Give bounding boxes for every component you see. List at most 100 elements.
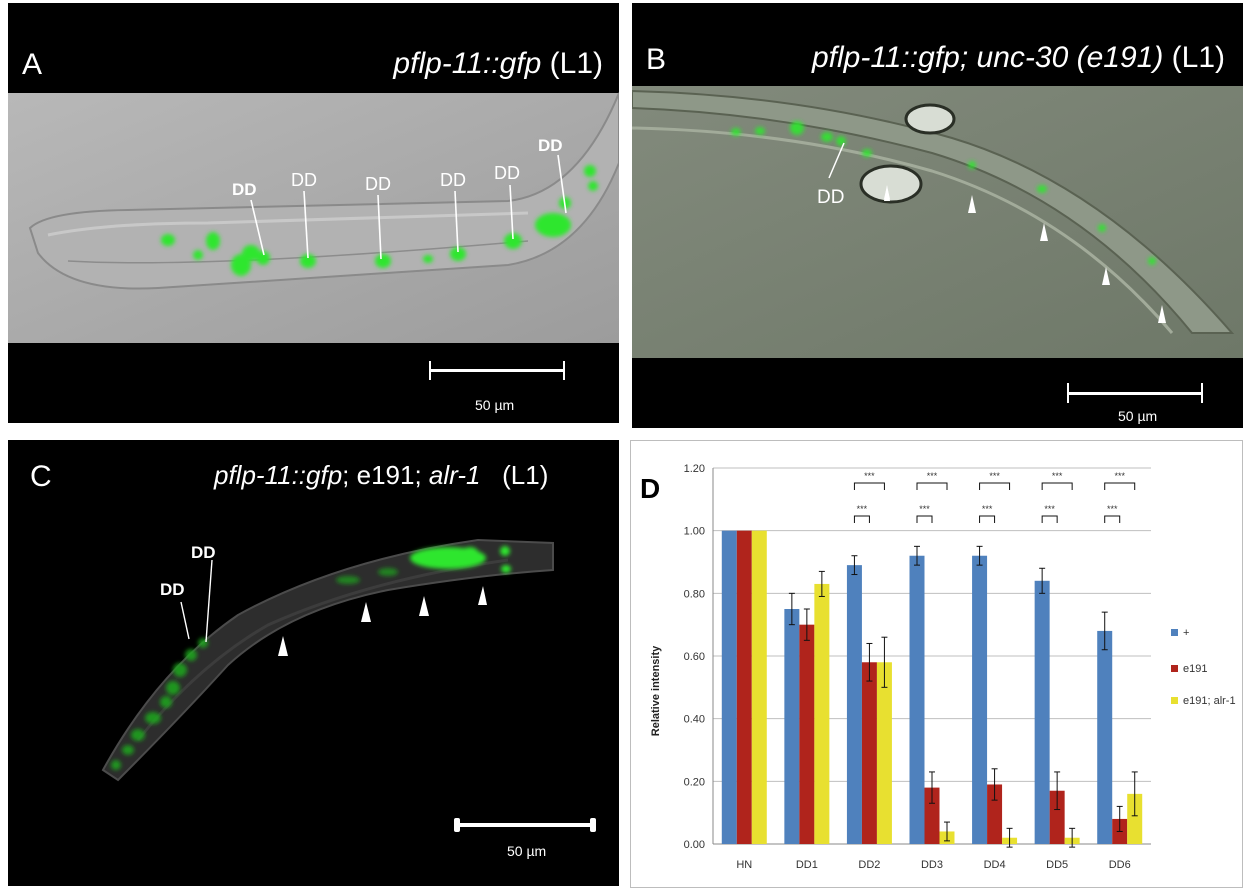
dd-label: DD bbox=[291, 170, 317, 190]
x-tick-label: DD3 bbox=[921, 859, 943, 871]
panel-a-title-italic: pflp-11::gfp bbox=[393, 47, 542, 80]
bar-hn-series-1 bbox=[736, 530, 752, 844]
significance-label: *** bbox=[1052, 471, 1063, 481]
bar-dd1-series-0 bbox=[784, 609, 800, 844]
legend-swatch bbox=[1171, 629, 1178, 636]
significance-bracket bbox=[1041, 515, 1058, 523]
panel-a-micrograph bbox=[8, 92, 619, 343]
scale-bar-label: 50 µm bbox=[475, 397, 515, 413]
significance-label: *** bbox=[857, 504, 868, 514]
panel-b-title: pflp-11::gfp; unc-30 (e191) (L1) bbox=[812, 41, 1225, 75]
bar-dd1-series-1 bbox=[799, 624, 815, 844]
significance-bracket bbox=[1041, 482, 1073, 490]
significance-bracket bbox=[1104, 515, 1121, 523]
y-tick-label: 0.00 bbox=[684, 839, 705, 851]
bar-dd1-series-2 bbox=[814, 583, 830, 844]
scale-bar bbox=[1068, 392, 1202, 395]
panel-d-letter: D bbox=[640, 473, 660, 504]
significance-bracket bbox=[916, 515, 933, 523]
panel-c-title-italic-1: pflp-11::gfp bbox=[214, 460, 343, 490]
dd-label: DD bbox=[440, 170, 466, 190]
bar-dd3-series-1 bbox=[924, 787, 940, 844]
panel-c-title-mid: ; e191; bbox=[342, 460, 429, 490]
legend-label: + bbox=[1183, 627, 1189, 639]
x-tick-label: DD4 bbox=[984, 859, 1006, 871]
significance-label: *** bbox=[864, 471, 875, 481]
panel-b-dd-labels: DD bbox=[817, 187, 844, 208]
dd-label: DD bbox=[538, 136, 563, 155]
panel-c-title: pflp-11::gfp; e191; alr-1 (L1) bbox=[214, 460, 548, 491]
legend-swatch bbox=[1171, 697, 1178, 704]
bar-dd4-series-0 bbox=[972, 555, 988, 844]
significance-label: *** bbox=[919, 504, 930, 514]
legend-label: e191; alr-1 bbox=[1183, 695, 1236, 707]
panel-c-title-italic-2: alr-1 bbox=[428, 460, 481, 490]
significance-label: *** bbox=[1114, 471, 1125, 481]
bar-dd3-series-0 bbox=[909, 555, 925, 844]
significance-label: *** bbox=[982, 504, 993, 514]
bar-dd5-series-1 bbox=[1049, 790, 1065, 844]
legend-swatch bbox=[1171, 665, 1178, 672]
y-tick-label: 0.20 bbox=[684, 776, 705, 788]
significance-bracket bbox=[979, 515, 996, 523]
legend-label: e191 bbox=[1183, 663, 1207, 675]
dd-label: DD bbox=[160, 580, 185, 599]
y-tick-label: 1.00 bbox=[684, 526, 705, 538]
x-tick-label: HN bbox=[736, 859, 752, 871]
bar-dd2-series-0 bbox=[846, 565, 862, 844]
scale-bar-cap bbox=[563, 361, 565, 380]
x-tick-label: DD5 bbox=[1046, 859, 1068, 871]
scale-bar bbox=[457, 823, 593, 827]
scale-bar-cap bbox=[1201, 383, 1203, 403]
bar-dd6-series-0 bbox=[1097, 630, 1113, 844]
scale-bar-label: 50 µm bbox=[507, 843, 547, 859]
bar-dd6-series-2 bbox=[1127, 793, 1143, 844]
x-tick-label: DD1 bbox=[796, 859, 818, 871]
panel-d: D Relative intensity 0.00 0.20 0.40 0.60 0.8… bbox=[630, 440, 1243, 888]
panel-b-title-rest: (L1) bbox=[1163, 41, 1225, 74]
significance-bracket bbox=[979, 482, 1011, 490]
panel-b: DD B pflp-11::gfp; unc-30 (e191) (L1) 50… bbox=[632, 3, 1243, 428]
panel-a-dd-labels: DD DD DD DD DD DD bbox=[232, 136, 563, 199]
y-tick-label: 1.20 bbox=[684, 463, 705, 475]
scale-bar-cap bbox=[429, 361, 431, 380]
bar-hn-series-0 bbox=[721, 530, 737, 844]
bar-dd5-series-0 bbox=[1034, 580, 1050, 844]
significance-label: *** bbox=[989, 471, 1000, 481]
dd-label: DD bbox=[494, 163, 520, 183]
bar-chart: D Relative intensity 0.00 0.20 0.40 0.60 0.8… bbox=[640, 463, 1236, 871]
panel-a-title-rest: (L1) bbox=[541, 47, 603, 80]
bar-dd4-series-1 bbox=[987, 784, 1003, 844]
panel-b-letter: B bbox=[646, 43, 667, 76]
dd-label: DD bbox=[365, 174, 391, 194]
y-tick-label: 0.60 bbox=[684, 651, 705, 663]
significance-bracket bbox=[853, 482, 885, 490]
significance-label: *** bbox=[1044, 504, 1055, 514]
panel-c-title-rest: (L1) bbox=[480, 460, 549, 490]
significance-bracket bbox=[916, 482, 948, 490]
scale-bar-cap bbox=[590, 818, 596, 832]
panel-a-letter: A bbox=[22, 48, 43, 81]
y-tick-label: 0.40 bbox=[684, 714, 705, 726]
dd-label: DD bbox=[232, 180, 257, 199]
scale-bar-cap bbox=[1067, 383, 1069, 403]
x-tick-label: DD2 bbox=[858, 859, 880, 871]
bar-hn-series-2 bbox=[751, 530, 767, 844]
panel-c: DD DD C pflp-11::gfp; e191; alr-1 (L1) 5… bbox=[8, 440, 619, 886]
panel-a-title: pflp-11::gfp (L1) bbox=[393, 47, 603, 81]
scale-bar-cap bbox=[454, 818, 460, 832]
significance-bracket bbox=[1104, 482, 1136, 490]
bar-dd2-series-1 bbox=[861, 662, 877, 844]
scale-bar-label: 50 µm bbox=[1118, 408, 1158, 424]
panel-c-letter: C bbox=[30, 460, 52, 493]
significance-label: *** bbox=[927, 471, 938, 481]
y-tick-label: 0.80 bbox=[684, 588, 705, 600]
panel-c-micrograph bbox=[101, 538, 554, 782]
scale-bar bbox=[430, 369, 564, 372]
panel-b-micrograph bbox=[632, 86, 1243, 358]
y-axis-label: Relative intensity bbox=[650, 645, 662, 736]
panel-c-dd-labels: DD DD bbox=[160, 543, 216, 599]
panel-a: DD DD DD DD DD DD A pflp-11::gfp (L1) 50… bbox=[8, 3, 619, 423]
bar-dd2-series-2 bbox=[876, 662, 892, 844]
dd-label: DD bbox=[817, 187, 844, 208]
